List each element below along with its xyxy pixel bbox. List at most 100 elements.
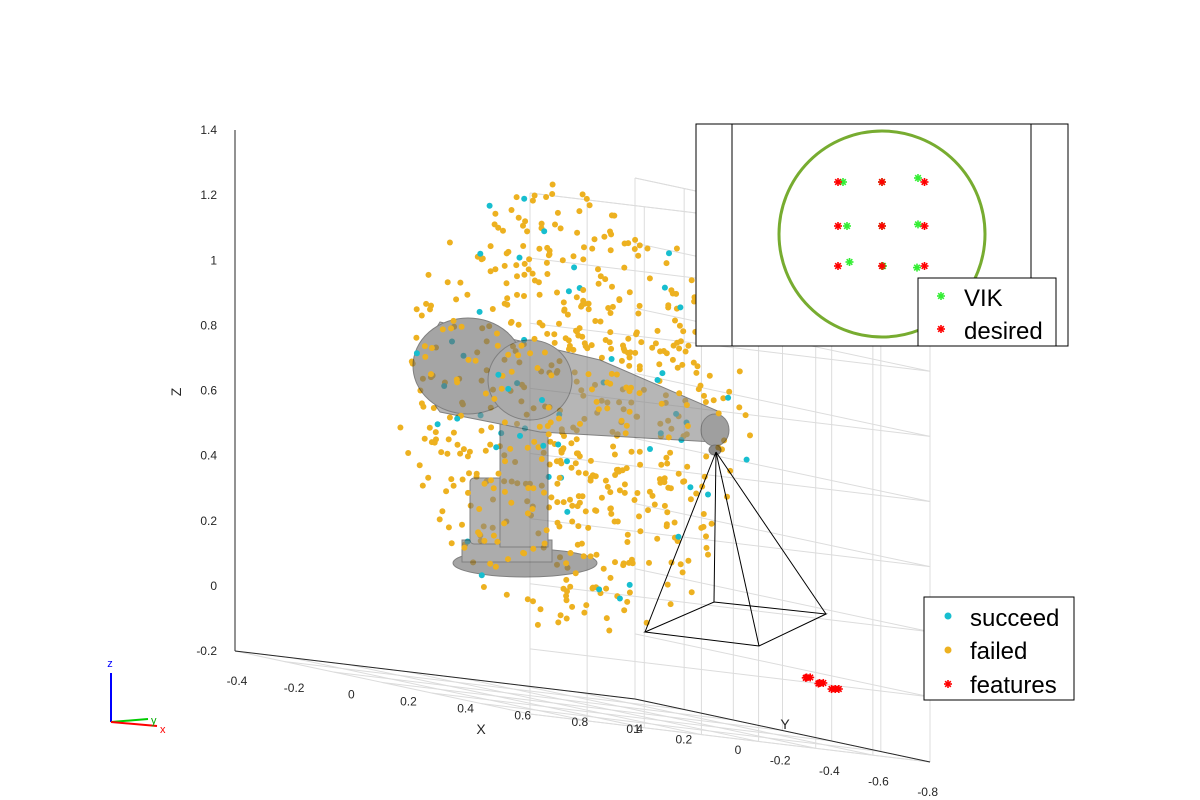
failed-point	[490, 485, 497, 492]
failed-point	[397, 424, 404, 431]
failed-point	[418, 312, 425, 319]
failed-point	[604, 405, 611, 412]
failed-point	[607, 489, 614, 496]
y-axis-label: Y	[780, 716, 790, 732]
triad-x-line	[110, 721, 158, 727]
failed-point	[580, 553, 587, 560]
failed-point	[581, 244, 587, 251]
failed-point	[614, 518, 621, 525]
failed-point	[635, 252, 642, 259]
failed-point	[654, 327, 661, 334]
failed-point	[720, 395, 727, 402]
failed-point	[422, 353, 429, 360]
failed-point	[592, 318, 599, 324]
failed-point	[628, 384, 634, 391]
image-boundary-circle	[777, 129, 987, 339]
failed-point	[620, 562, 627, 569]
succeed-point	[659, 370, 666, 377]
vik-marker	[843, 222, 851, 230]
legend-desired-marker-stroke	[937, 325, 945, 333]
grid-line	[333, 671, 734, 721]
failed-point	[476, 506, 483, 512]
failed-point	[703, 453, 710, 460]
failed-point	[657, 348, 664, 355]
failed-point	[508, 499, 515, 506]
robot-arm-model	[412, 317, 730, 578]
failed-point	[443, 488, 450, 495]
failed-point	[547, 438, 554, 445]
failed-point	[508, 368, 515, 375]
failed-point	[636, 242, 643, 249]
failed-point	[681, 478, 688, 485]
failed-point	[582, 470, 589, 477]
failed-point	[563, 576, 570, 583]
failed-point	[448, 540, 455, 547]
failed-point	[498, 385, 505, 392]
failed-point	[658, 461, 665, 468]
failed-point	[598, 494, 605, 501]
failed-point	[559, 257, 566, 264]
failed-point	[621, 264, 628, 271]
vik-marker	[914, 174, 922, 182]
x-tick-labels: -0.4 -0.2 0 0.2 0.4 0.6 0.8 1	[227, 674, 641, 736]
failed-point	[453, 376, 460, 383]
failed-point	[527, 350, 534, 357]
desired-marker-stroke	[834, 178, 842, 186]
failed-point	[654, 535, 661, 542]
failed-point	[427, 306, 433, 313]
failed-point	[593, 398, 600, 405]
legend-features-marker-stroke	[944, 680, 952, 688]
inset-legend-box	[917, 277, 1057, 347]
failed-point	[616, 297, 623, 304]
failed-point	[600, 565, 607, 572]
failed-point	[589, 584, 596, 591]
failed-point	[465, 356, 472, 363]
scatter-points-front	[413, 181, 753, 634]
y-tick-label: 0	[735, 743, 742, 757]
legend-label-failed: failed	[970, 638, 1027, 665]
failed-point	[673, 245, 680, 252]
failed-point	[612, 472, 619, 478]
failed-point	[665, 434, 672, 441]
failed-point	[502, 458, 508, 465]
failed-point	[436, 516, 443, 523]
succeed-point	[477, 250, 484, 257]
failed-point	[491, 395, 498, 402]
failed-point	[541, 349, 548, 356]
failed-point	[504, 295, 511, 302]
failed-point	[581, 609, 588, 616]
failed-point	[563, 560, 570, 567]
failed-point	[685, 342, 692, 349]
frustum-edge	[715, 451, 760, 647]
failed-point	[633, 329, 640, 336]
failed-point	[515, 352, 522, 359]
failed-point	[700, 511, 707, 517]
failed-point	[625, 335, 632, 342]
failed-point	[646, 488, 653, 495]
failed-point	[679, 569, 686, 576]
x-axis-line	[234, 650, 636, 700]
inset-image-frame	[731, 123, 1032, 347]
failed-point	[572, 460, 579, 467]
failed-point	[446, 239, 453, 246]
y-axis-line	[634, 698, 931, 763]
failed-point	[573, 294, 580, 301]
failed-point	[626, 408, 633, 415]
failed-point	[428, 345, 435, 351]
failed-point	[708, 520, 715, 527]
failed-point	[461, 544, 468, 551]
failed-point	[556, 474, 563, 481]
succeed-point	[541, 228, 548, 235]
failed-point	[585, 371, 592, 378]
failed-point	[693, 369, 700, 376]
failed-point	[545, 431, 552, 438]
desired-marker	[920, 262, 929, 270]
failed-point	[693, 490, 700, 497]
failed-point	[536, 319, 543, 326]
failed-point	[562, 335, 569, 342]
legend-marker-desired	[937, 325, 945, 333]
failed-point	[607, 247, 614, 254]
desired-marker-stroke	[878, 262, 886, 270]
frustum-edge	[713, 451, 717, 603]
legend-marker-features	[944, 680, 952, 688]
